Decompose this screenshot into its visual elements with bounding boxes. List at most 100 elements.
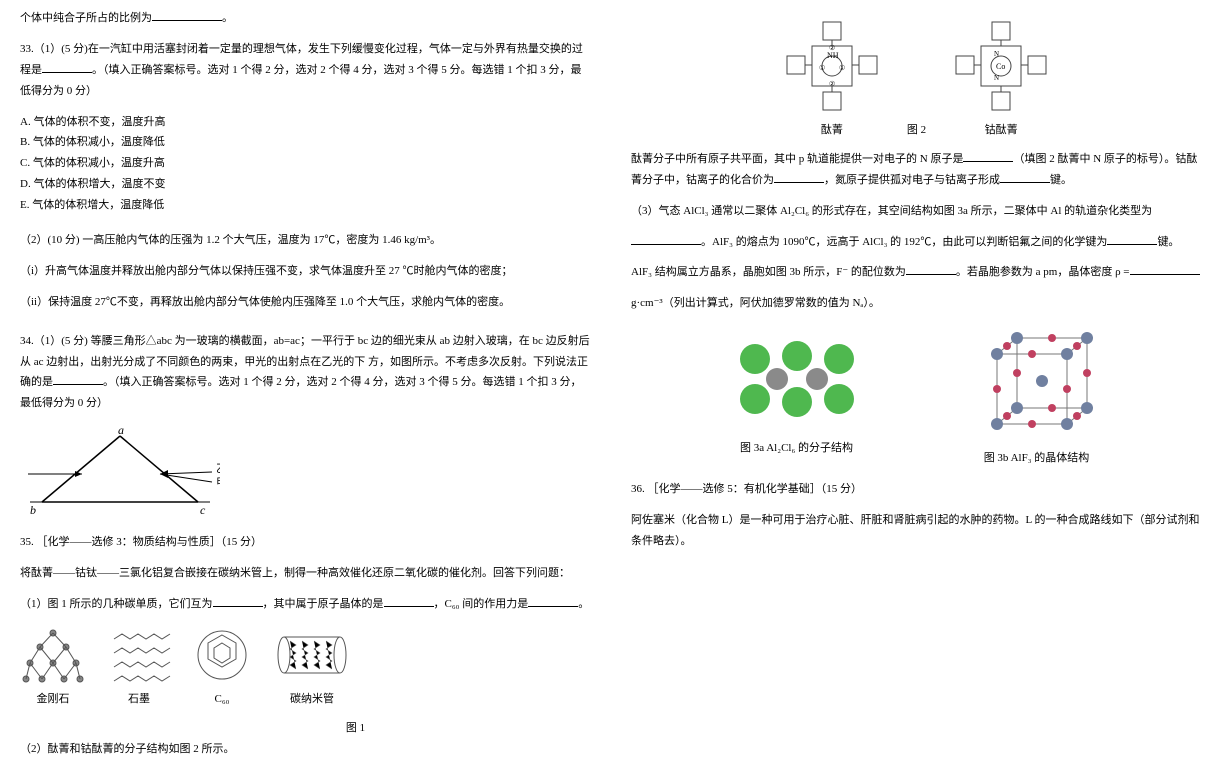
fig1-row: 金刚石 石墨 C₆₀ [20,625,591,710]
q33-p2-head: （2）(10 分) 一高压舱内气体的压强为 1.2 个大气压，温度为 17℃，密… [20,230,591,251]
cap-c60: C₆₀ [214,689,229,710]
q35-p1: （1）图 1 所示的几种碳单质，它们互为 ，其中属于原子晶体的是 ，C₆₀ 间的作用… [20,594,591,615]
svg-text:①: ① [819,64,825,72]
q32-blank [152,9,222,21]
q33-opt-a: A. 气体的体积不变，温度升高 [20,112,591,133]
fig3b: 图 3b AlF₃ 的晶体结构 [967,324,1107,469]
q35-intro: 将酞菁——钴钛——三氯化铝复合嵌接在碳纳米管上，制得一种高效催化还原二氧化碳的催… [20,563,591,584]
cap-fig3a: 图 3a Al₂Cl₆ 的分子结构 [740,438,853,459]
prism-figure: a b c 甲 乙 [20,424,220,514]
svg-text:Co: Co [996,62,1005,71]
q33-opt-b: B. 气体的体积减小，温度降低 [20,132,591,153]
cap-phth: 酞菁 [821,120,843,141]
cap-cophth: 钴酞菁 [985,120,1018,141]
q34-blank [53,373,103,385]
svg-text:N: N [994,50,999,58]
q35-p3b: 。AlF₃ 的熔点为 1090℃，远高于 AlCl₃ 的 192℃，由此可以判断… [631,232,1202,253]
graphite-icon [106,625,172,685]
label-b: b [30,503,36,514]
q35-p1c: ，C₆₀ 间的作用力是 [434,598,529,610]
q33: 33.（1）(5 分)在一汽缸中用活塞封闭着一定量的理想气体，发生下列缓慢变化过… [20,39,591,313]
label-jia: 甲 [216,477,220,489]
right-column: NH ① ① ② ② 酞菁 图 2 Co [611,0,1222,769]
q32-tail-text: 个体中纯合子所占的比例为 [20,12,152,24]
co-phthalocyanine-icon: Co N N [946,16,1056,116]
q35-b4 [963,150,1013,162]
q33-p1: 33.（1）(5 分)在一汽缸中用活塞封闭着一定量的理想气体，发生下列缓慢变化过… [20,39,591,102]
fig1-nanotube: 碳纳米管 [272,625,352,710]
q36-intro: 阿佐塞米（化合物 L）是一种可用于治疗心脏、肝脏和肾脏病引起的水肿的药物。L 的… [631,510,1202,552]
fig2-label: 图 2 [907,116,926,141]
label-a: a [118,424,124,437]
q33-rule: 。（填入正确答案标号。选对 1 个得 2 分，选对 2 个得 4 分，选对 3 … [20,64,582,97]
q35-p3d2: 。若晶胞参数为 a pm，晶体密度 ρ = [956,266,1130,278]
q35-p3d: AlF₃ 结构属立方晶系，晶胞如图 3b 所示，F⁻ 的配位数为 。若晶胞参数为 … [631,262,1202,283]
fig1-diamond: 金刚石 [20,625,86,710]
q35-p3a: （3）气态 AlCl₃ 通常以二聚体 Al₂Cl₆ 的形式存在，其空间结构如图 … [631,201,1202,222]
fig3-row: 图 3a Al₂Cl₆ 的分子结构 [631,324,1202,469]
q35-b1 [213,595,263,607]
left-column: 个体中纯合子所占的比例为。 33.（1）(5 分)在一汽缸中用活塞封闭着一定量的… [0,0,611,769]
q35-p1a: （1）图 1 所示的几种碳单质，它们互为 [20,598,213,610]
q34-rule: 。（填入正确答案标号。选对 1 个得 2 分，选对 2 个得 4 分，选对 3 … [20,376,582,409]
q35-b6 [1000,171,1050,183]
c60-icon [192,625,252,685]
fig2-phthalocyanine: NH ① ① ② ② 酞菁 [777,16,887,141]
fig1-c60: C₆₀ [192,625,252,710]
fig2-co-phthalocyanine: Co N N 钴酞菁 [946,16,1056,141]
q35-b3 [528,595,578,607]
q35-p1d: 。 [578,598,589,610]
q35-b2 [384,595,434,607]
cap-fig2: 图 2 [907,120,926,141]
q35-p2qa: 酞菁分子中所有原子共平面，其中 p 轨道能提供一对电子的 N 原子是 [631,153,963,165]
q35-p3a-t: （3）气态 AlCl₃ 通常以二聚体 Al₂Cl₆ 的形式存在，其空间结构如图 … [631,205,1152,217]
q35-p3b-t: 。AlF₃ 的熔点为 1090℃，远高于 AlCl₃ 的 192℃，由此可以判断… [701,236,1107,248]
alf3-cell-icon [967,324,1107,444]
q33-opt-c: C. 气体的体积减小，温度升高 [20,153,591,174]
al2cl6-icon [727,324,867,434]
q32-period: 。 [222,12,233,24]
cap-diamond: 金刚石 [37,689,70,710]
q35-b8 [1107,233,1157,245]
q33-opt-e: E. 气体的体积增大，温度降低 [20,195,591,216]
q35-p3d1: AlF₃ 结构属立方晶系，晶胞如图 3b 所示，F⁻ 的配位数为 [631,266,906,278]
svg-text:②: ② [829,80,835,88]
fig3a: 图 3a Al₂Cl₆ 的分子结构 [727,324,867,469]
q35-b9 [906,263,956,275]
svg-text:②: ② [829,44,835,52]
q34-stem-row: 34.（1）(5 分) 等腰三角形△abc 为一玻璃的横截面，ab=ac；一平行… [20,331,591,415]
q33-blank [42,61,92,73]
q36-title: 36. ［化学——选修 5：有机化学基础］（15 分） [631,479,1202,500]
q33-p2-ii: （ii）保持温度 27℃不变，再释放出舱内部分气体使舱内压强降至 1.0 个大气… [20,292,591,313]
q35-left: 35. ［化学——选修 3：物质结构与性质］（15 分） 将酞菁——钴钛——三氯… [20,532,591,759]
svg-text:NH: NH [827,51,839,60]
fig1-caption: 图 1 [120,718,591,739]
svg-text:N: N [994,74,999,82]
fig1-graphite: 石墨 [106,625,172,710]
cap-nanotube: 碳纳米管 [290,689,334,710]
diamond-icon [20,625,86,685]
svg-text:①: ① [839,64,845,72]
q35-p1b: ，其中属于原子晶体的是 [263,598,384,610]
q35-p2qc: ，氮原子提供孤对电子与钴离子形成 [824,174,1000,186]
cap-fig3b: 图 3b AlF₃ 的晶体结构 [984,448,1090,469]
q35-p2q: 酞菁分子中所有原子共平面，其中 p 轨道能提供一对电子的 N 原子是（填图 2 … [631,149,1202,191]
q33-opt-d: D. 气体的体积增大，温度不变 [20,174,591,195]
q35-b10 [1130,263,1200,275]
q33-p2-i: （i）升高气体温度并释放出舱内部分气体以保持压强不变，求气体温度升至 27 ℃时… [20,261,591,282]
q35-p2qd: 键。 [1050,174,1072,186]
q35-b5 [774,171,824,183]
nanotube-icon [272,625,352,685]
q36: 36. ［化学——选修 5：有机化学基础］（15 分） 阿佐塞米（化合物 L）是… [631,479,1202,552]
q35-p3c-t: 键。 [1157,236,1179,248]
label-yi: 乙 [216,462,220,475]
q35-p2: （2）酞菁和钴酞菁的分子结构如图 2 所示。 [20,739,591,760]
label-c: c [200,503,206,514]
q35-p3e: g·cm⁻³（列出计算式，阿伏加德罗常数的值为 Nₐ）。 [631,293,1202,314]
q34: 34.（1）(5 分) 等腰三角形△abc 为一玻璃的横截面，ab=ac；一平行… [20,331,591,515]
phthalocyanine-icon: NH ① ① ② ② [777,16,887,116]
q35-title: 35. ［化学——选修 3：物质结构与性质］（15 分） [20,532,591,553]
cap-graphite: 石墨 [128,689,150,710]
fig2-row: NH ① ① ② ② 酞菁 图 2 Co [631,16,1202,141]
q35-b7 [631,233,701,245]
